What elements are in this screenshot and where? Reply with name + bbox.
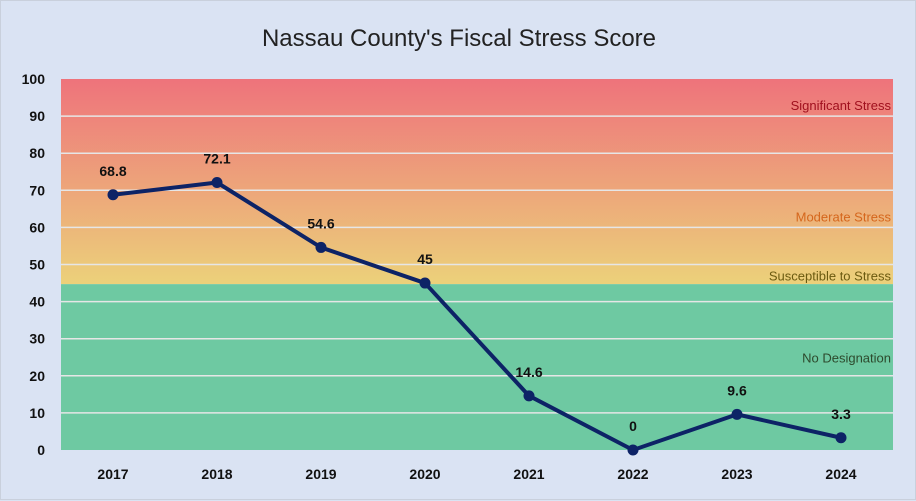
data-point: [419, 277, 431, 289]
zone-label: Moderate Stress: [796, 209, 892, 224]
y-tick-label: 40: [29, 294, 45, 310]
x-tick-label: 2024: [825, 466, 856, 482]
data-point: [627, 444, 639, 456]
no-designation-zone-band: [61, 284, 893, 450]
y-tick-label: 50: [29, 257, 45, 273]
data-point: [107, 189, 119, 201]
data-label: 14.6: [515, 364, 542, 380]
data-label: 9.6: [727, 382, 747, 398]
y-tick-label: 0: [37, 442, 45, 458]
x-tick-label: 2018: [201, 466, 232, 482]
y-tick-label: 10: [29, 405, 45, 421]
x-tick-label: 2022: [617, 466, 648, 482]
data-label: 3.3: [831, 406, 851, 422]
zone-label: No Designation: [802, 350, 891, 365]
data-label: 0: [629, 418, 637, 434]
y-tick-label: 20: [29, 368, 45, 384]
x-tick-label: 2019: [305, 466, 336, 482]
data-label: 72.1: [203, 151, 230, 167]
x-tick-label: 2020: [409, 466, 440, 482]
chart-title: Nassau County's Fiscal Stress Score: [262, 25, 656, 52]
y-tick-label: 30: [29, 331, 45, 347]
y-tick-label: 70: [29, 182, 45, 198]
data-point: [211, 177, 223, 189]
data-point: [523, 390, 535, 402]
data-label: 68.8: [99, 163, 126, 179]
series-line: [112, 180, 842, 452]
x-tick-label: 2023: [721, 466, 752, 482]
x-tick-label: 2017: [97, 466, 128, 482]
stress-zone-band: [61, 79, 893, 285]
y-tick-label: 100: [22, 71, 46, 87]
y-tick-label: 80: [29, 145, 45, 161]
data-label: 45: [417, 251, 433, 267]
data-point: [731, 408, 743, 420]
data-point: [835, 432, 847, 444]
zone-label: Susceptible to Stress: [769, 269, 892, 284]
zone-label: Significant Stress: [791, 98, 892, 113]
y-tick-label: 90: [29, 108, 45, 124]
data-label: 54.6: [307, 215, 334, 231]
x-tick-label: 2021: [513, 466, 544, 482]
data-point: [315, 241, 327, 253]
y-tick-label: 60: [29, 219, 45, 235]
